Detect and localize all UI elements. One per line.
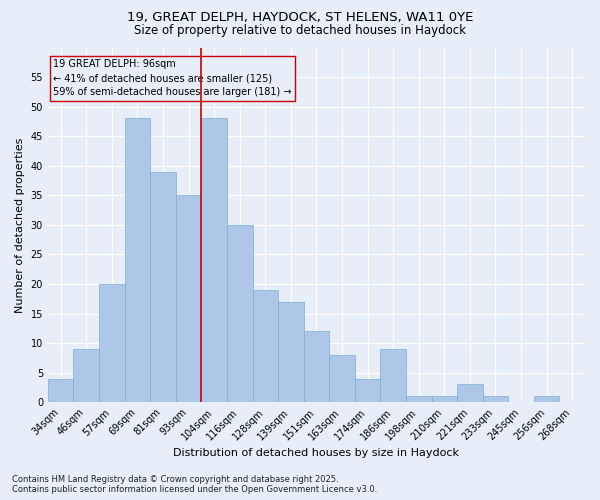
Bar	[355, 378, 380, 402]
Text: 19, GREAT DELPH, HAYDOCK, ST HELENS, WA11 0YE: 19, GREAT DELPH, HAYDOCK, ST HELENS, WA1…	[127, 11, 473, 24]
X-axis label: Distribution of detached houses by size in Haydock: Distribution of detached houses by size …	[173, 448, 460, 458]
Bar	[431, 396, 457, 402]
Bar	[380, 349, 406, 402]
Y-axis label: Number of detached properties: Number of detached properties	[15, 137, 25, 312]
Bar	[278, 302, 304, 402]
Bar	[253, 290, 278, 402]
Bar	[329, 355, 355, 402]
Text: Contains HM Land Registry data © Crown copyright and database right 2025.
Contai: Contains HM Land Registry data © Crown c…	[12, 474, 377, 494]
Bar	[482, 396, 508, 402]
Bar	[227, 225, 253, 402]
Bar	[457, 384, 482, 402]
Bar	[202, 118, 227, 402]
Bar	[534, 396, 559, 402]
Bar	[73, 349, 99, 402]
Bar	[99, 284, 125, 402]
Bar	[125, 118, 150, 402]
Bar	[150, 172, 176, 402]
Text: Size of property relative to detached houses in Haydock: Size of property relative to detached ho…	[134, 24, 466, 37]
Text: 19 GREAT DELPH: 96sqm
← 41% of detached houses are smaller (125)
59% of semi-det: 19 GREAT DELPH: 96sqm ← 41% of detached …	[53, 60, 292, 98]
Bar	[406, 396, 431, 402]
Bar	[48, 378, 73, 402]
Bar	[304, 331, 329, 402]
Bar	[176, 196, 202, 402]
